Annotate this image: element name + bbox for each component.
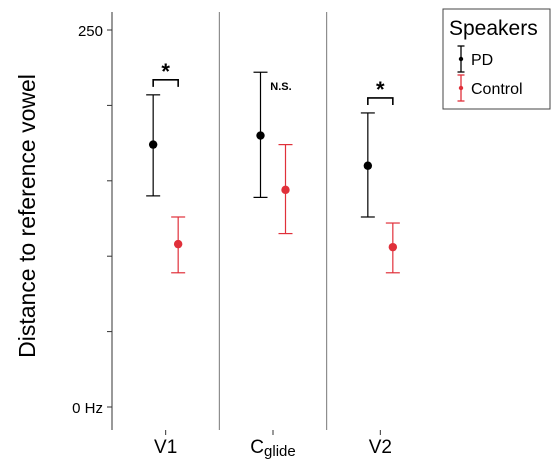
y-tick-label: 250 [78, 23, 103, 40]
data-marks: * N.S. * [146, 59, 400, 274]
plot-panel [112, 12, 434, 430]
point-control [173, 239, 183, 249]
significance-bracket [152, 79, 179, 87]
x-tick-label: V1 [154, 437, 177, 458]
significance-label: N.S. [270, 81, 291, 93]
legend-key-point [458, 85, 464, 91]
legend-label-control: Control [471, 81, 523, 98]
significance-label: * [161, 59, 170, 84]
panel-background [112, 12, 434, 430]
legend-title: Speakers [449, 17, 538, 40]
legend-key-point [458, 56, 464, 62]
point-pd [256, 131, 265, 140]
legend-label-pd: PD [471, 52, 493, 69]
point-pd [363, 161, 373, 170]
y-tick-label: 0 Hz [72, 400, 103, 417]
point-pd [148, 140, 158, 149]
axes: 0 Hz 250 V1 Cglide V2 [72, 12, 392, 460]
point-control [281, 185, 290, 195]
significance-label: * [376, 77, 385, 102]
point-control [388, 242, 398, 252]
y-axis-label: Distance to reference vowel [14, 74, 40, 358]
significance-bracket [367, 97, 394, 105]
legend: Speakers PD Control [442, 8, 551, 110]
x-tick-label: Cglide [250, 437, 295, 460]
x-tick-label: V2 [369, 437, 392, 458]
